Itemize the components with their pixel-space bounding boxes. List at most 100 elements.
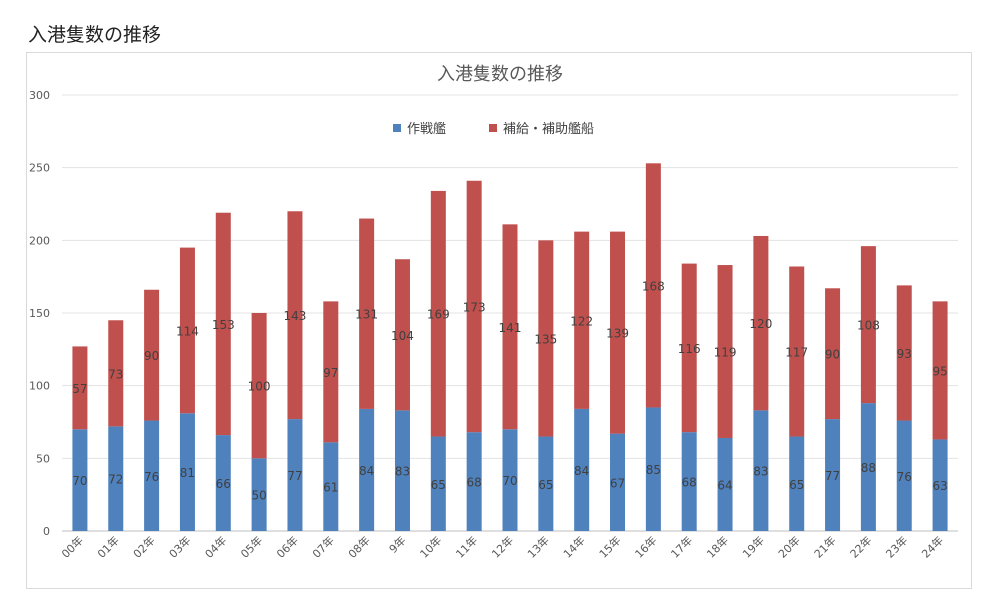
page-heading: 入港隻数の推移 [28, 24, 162, 46]
data-label: 168 [642, 279, 665, 293]
x-tick-label: 06年 [274, 533, 302, 561]
bar-segment [323, 442, 339, 531]
x-tick-label: 03年 [166, 533, 194, 561]
data-label: 66 [216, 477, 231, 491]
data-label: 141 [499, 321, 522, 335]
bar-segment [359, 408, 375, 531]
data-label: 70 [502, 474, 517, 488]
data-label: 100 [248, 380, 271, 394]
x-tick-label: 20年 [775, 533, 803, 561]
bar-segment [466, 180, 482, 433]
data-label: 70 [72, 474, 87, 488]
data-label: 173 [463, 300, 486, 314]
x-tick-label: 02年 [130, 533, 158, 561]
bar-segment [144, 289, 160, 421]
data-label: 76 [897, 470, 912, 484]
data-label: 81 [180, 466, 195, 480]
bar-segment [538, 436, 554, 531]
y-tick-label: 50 [36, 452, 50, 465]
bar-segment [753, 410, 769, 531]
bar-segment [717, 265, 733, 438]
data-label: 122 [570, 314, 593, 328]
data-label: 114 [176, 324, 199, 338]
bar-segment [610, 433, 626, 531]
data-label: 108 [857, 319, 880, 333]
data-label: 97 [323, 366, 338, 380]
bar-segment [502, 429, 518, 531]
data-label: 64 [717, 478, 732, 492]
data-label: 77 [287, 469, 302, 483]
legend-label: 補給・補助艦船 [503, 122, 594, 137]
bar-segment [287, 419, 303, 531]
x-tick-label: 22年 [847, 533, 875, 561]
data-label: 93 [897, 347, 912, 361]
x-tick-label: 16年 [632, 533, 660, 561]
data-label: 117 [785, 346, 808, 360]
x-tick-label: 10年 [417, 533, 445, 561]
x-tick-label: 11年 [453, 533, 481, 561]
data-label: 131 [355, 308, 378, 322]
x-tick-label: 12年 [489, 533, 517, 561]
bar-segment [681, 263, 697, 433]
data-label: 50 [251, 489, 266, 503]
data-label: 61 [323, 481, 338, 495]
bar-segment [179, 247, 195, 414]
y-tick-label: 0 [43, 525, 50, 538]
data-label: 65 [431, 478, 446, 492]
legend-swatch [393, 124, 401, 132]
data-label: 95 [932, 364, 947, 378]
legend-label: 作戦艦 [407, 122, 446, 137]
bar-segment [825, 419, 841, 531]
data-label: 84 [359, 464, 374, 478]
x-tick-label: 05年 [238, 533, 266, 561]
y-tick-label: 200 [29, 234, 50, 247]
x-tick-label: 23年 [883, 533, 911, 561]
x-tick-label: 08年 [345, 533, 373, 561]
data-label: 139 [606, 327, 629, 341]
bar-segment [681, 432, 697, 531]
bar-segment [215, 435, 231, 531]
y-tick-label: 300 [29, 89, 50, 102]
bar-segment [108, 320, 124, 427]
data-label: 90 [825, 348, 840, 362]
data-label: 63 [932, 479, 947, 493]
y-tick-label: 250 [29, 162, 50, 175]
bar-segment [932, 301, 948, 440]
bar-segment [394, 410, 410, 531]
bar-segment [896, 420, 912, 531]
bar-segment [860, 246, 876, 404]
x-tick-label: 01年 [94, 533, 122, 561]
bar-segment [251, 458, 267, 531]
bar-segment [574, 231, 590, 409]
data-label: 120 [749, 317, 772, 331]
bar-segment [430, 436, 446, 531]
bar-segment [538, 240, 554, 437]
bar-segment [144, 420, 160, 531]
x-tick-label: 19年 [739, 533, 767, 561]
data-label: 84 [574, 464, 589, 478]
data-label: 73 [108, 367, 123, 381]
legend: 作戦艦 補給・補助艦船 [393, 122, 594, 137]
bar-segment [860, 403, 876, 531]
x-tick-label: 07年 [309, 533, 337, 561]
bar-segment [394, 259, 410, 411]
bar-segment [430, 190, 446, 437]
x-tick-label: 00年 [58, 533, 86, 561]
bar-segment [896, 285, 912, 421]
bars [72, 163, 948, 531]
x-tick-label: 18年 [704, 533, 732, 561]
data-label: 83 [395, 465, 410, 479]
data-label: 143 [284, 309, 307, 323]
data-label: 119 [714, 346, 737, 360]
x-tick-label: 14年 [560, 533, 588, 561]
legend-swatch [489, 124, 497, 132]
y-tick-label: 100 [29, 380, 50, 393]
x-tick-label: 21年 [811, 533, 839, 561]
data-label: 116 [678, 342, 701, 356]
data-label: 169 [427, 308, 450, 322]
bar-segment [825, 288, 841, 420]
data-label: 77 [825, 469, 840, 483]
bar-segment [717, 437, 733, 531]
